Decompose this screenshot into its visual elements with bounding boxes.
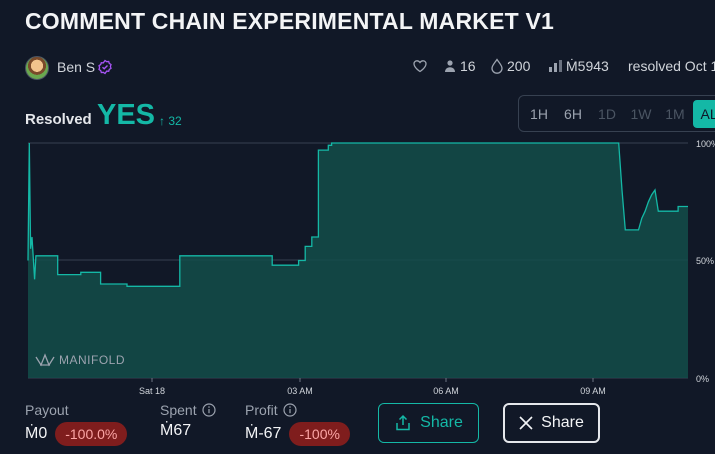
timeframe-1w: 1W — [630, 105, 652, 122]
share-icon — [396, 414, 410, 431]
resolved-label: Resolved — [25, 111, 92, 128]
payout-value: Ṁ0 — [25, 425, 48, 442]
resolved-date: resolved Oct 1 — [628, 58, 715, 74]
profit-percent-badge: -100% — [289, 422, 350, 446]
like-button[interactable] — [412, 58, 428, 74]
probability-change: ↑ 32 — [159, 114, 182, 128]
spent-label: Spent — [160, 402, 197, 418]
droplet-icon — [491, 58, 503, 74]
profit-value: Ṁ-67 — [245, 425, 282, 442]
y-tick-label: 50% — [696, 256, 714, 266]
info-icon[interactable] — [283, 403, 297, 417]
arrow-up-icon: ↑ — [159, 114, 165, 128]
market-meta: Ben S 16 200 Ṁ5943 resolved Oct 1 — [25, 54, 715, 82]
probability-chart[interactable]: MANIFOLD 100% 50% 0% Sat 18 03 AM 06 AM … — [0, 138, 715, 398]
x-tick-label: 03 AM — [287, 386, 313, 396]
profit-stat: Profit Ṁ-67 -100% — [245, 402, 350, 446]
payout-label: Payout — [25, 402, 69, 418]
spent-stat: Spent Ṁ67 — [160, 402, 216, 440]
user-icon — [445, 60, 455, 72]
liquidity-amount: 200 — [507, 58, 531, 74]
verified-badge-icon — [98, 59, 112, 75]
traders-count: 16 — [460, 58, 476, 74]
resolved-outcome: YES — [97, 99, 156, 131]
profit-label: Profit — [245, 402, 278, 418]
y-tick-label: 100% — [696, 139, 715, 149]
manifold-watermark: MANIFOLD — [35, 353, 125, 367]
heart-icon — [413, 60, 427, 73]
position-summary: Payout Ṁ0 -100.0% Spent Ṁ67 Profit Ṁ-67 … — [0, 398, 715, 454]
traders-stat[interactable]: 16 — [443, 58, 476, 74]
probability-area — [28, 143, 688, 378]
probability-change-value: 32 — [168, 114, 182, 128]
info-icon[interactable] — [201, 403, 216, 417]
liquidity-stat[interactable]: 200 — [490, 58, 530, 74]
timeframe-1m: 1M — [665, 105, 685, 122]
share-button[interactable]: Share — [378, 403, 479, 443]
author-name[interactable]: Ben S — [57, 59, 96, 75]
x-share-button-label: Share — [541, 414, 584, 431]
volume-stat[interactable]: Ṁ5943 — [549, 58, 609, 74]
payout-stat: Payout Ṁ0 -100.0% — [25, 402, 128, 446]
probability-line — [27, 142, 688, 287]
watermark-text: MANIFOLD — [59, 353, 125, 367]
x-tick-label: Sat 18 — [139, 386, 165, 396]
volume-amount: Ṁ5943 — [566, 58, 609, 74]
payout-percent-badge: -100.0% — [55, 422, 128, 446]
timeframe-all[interactable]: ALL — [693, 99, 715, 128]
y-tick-label: 0% — [696, 374, 709, 384]
x-logo-icon — [519, 416, 533, 430]
avatar[interactable] — [25, 56, 49, 80]
timeframe-6h[interactable]: 6H — [564, 105, 582, 122]
manifold-logo-icon — [35, 353, 55, 367]
share-button-label: Share — [420, 414, 463, 431]
x-share-button[interactable]: Share — [503, 403, 600, 443]
market-title: COMMENT CHAIN EXPERIMENTAL MARKET V1 — [25, 8, 554, 34]
timeframe-selector: 1H 6H 1D 1W 1M ALL — [518, 95, 715, 132]
timeframe-1d: 1D — [598, 105, 616, 122]
bar-chart-icon — [549, 60, 562, 72]
x-tick-label: 06 AM — [433, 386, 459, 396]
x-tick-label: 09 AM — [580, 386, 606, 396]
spent-value: Ṁ67 — [160, 422, 192, 439]
timeframe-1h[interactable]: 1H — [530, 105, 548, 122]
